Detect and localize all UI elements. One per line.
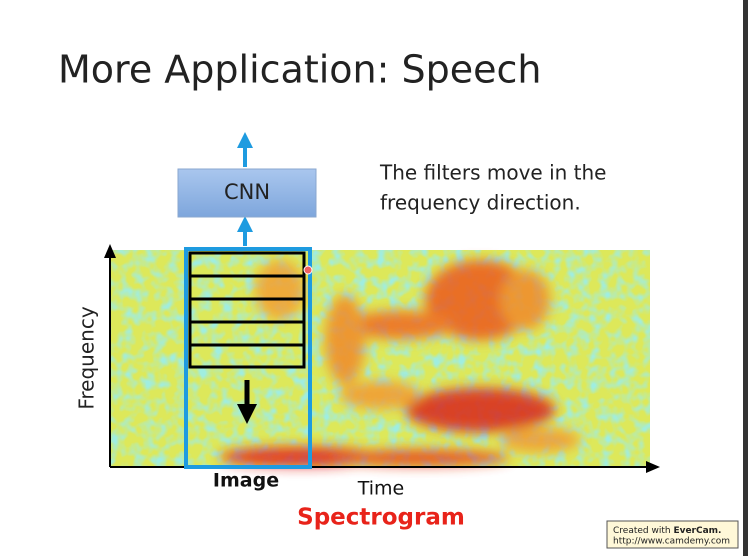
watermark-prefix: Created with [613,526,673,536]
caption: Spectrogram [297,505,465,531]
spectrogram [110,250,650,467]
edge-bar [743,0,748,556]
filter-stack [188,251,306,369]
x-axis-label: Time [357,478,405,500]
watermark-line1: Created with EverCam. [613,526,721,536]
note-line: frequency direction. [380,191,581,215]
cursor-dot [303,265,313,275]
y-axis-arrow [104,244,116,258]
watermark-brand: EverCam. [673,526,721,536]
down-arrow-head [237,404,257,424]
x-axis-arrow [646,461,660,473]
cnn-box [177,168,317,218]
slide-title: More Application: Speech [58,48,541,92]
image-label: Image [213,470,279,492]
y-axis-label: Frequency [75,306,99,409]
note-line: The filters move in the [379,161,606,185]
cnn-label: CNN [224,180,270,204]
watermark-url: http://www.camdemy.com [613,537,730,547]
watermark-box [606,520,739,549]
image-window [184,247,312,469]
